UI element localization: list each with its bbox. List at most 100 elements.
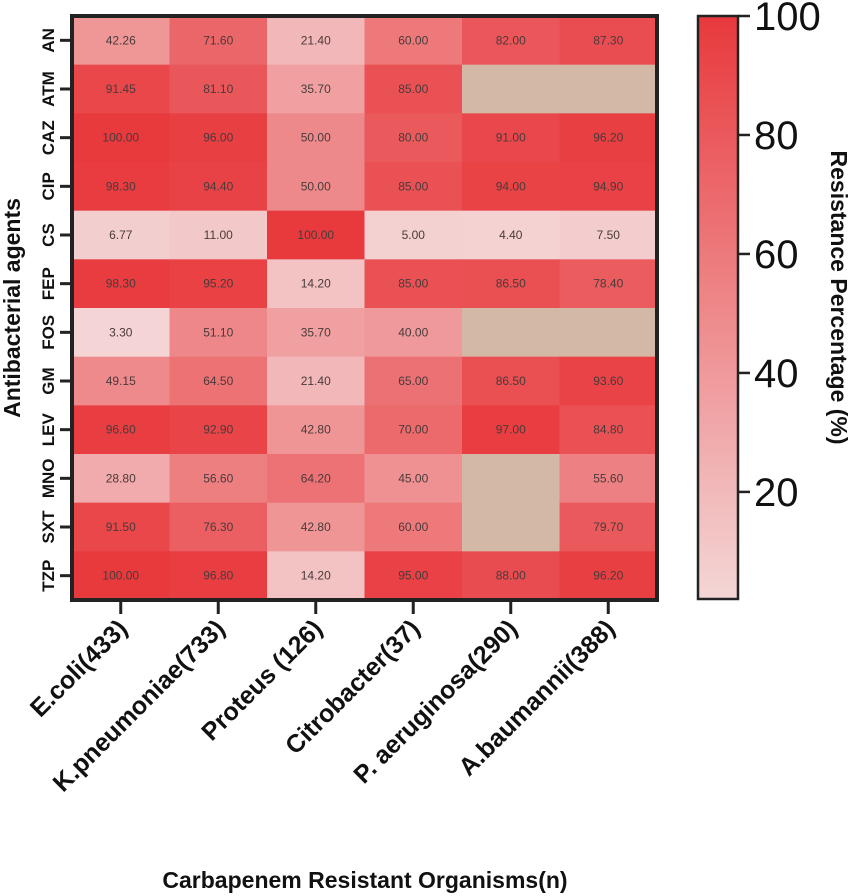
heatmap-cell [462, 210, 560, 260]
heatmap-cell-labels: 42.26 71.60 21.40 60.00 82.00 87.30 91.45 81.10… [102, 33, 623, 582]
cell-value-label: 85.00 [398, 277, 428, 291]
heatmap-cell [559, 551, 658, 601]
cell-value-label: 14.20 [301, 277, 331, 291]
cell-value-label: 91.50 [106, 520, 136, 534]
heatmap-cell [462, 405, 560, 455]
y-tick-label: GM [39, 367, 58, 394]
heatmap-cell [267, 502, 365, 552]
colorbar-gradient [696, 14, 740, 601]
cell-value-label: 4.40 [499, 228, 523, 242]
heatmap-cell [267, 113, 365, 163]
heatmap-cell [364, 454, 463, 504]
cell-value-label: 84.80 [593, 423, 623, 437]
y-tick-label: TZP [39, 560, 58, 592]
heatmap-cell [559, 454, 658, 504]
colorbar-tick-label: 100 [754, 0, 821, 39]
heatmap-cell [267, 405, 365, 455]
cell-value-label: 100.00 [102, 569, 139, 583]
cell-value-label: 60.00 [398, 33, 428, 47]
heatmap-cell [559, 210, 658, 260]
heatmap-cell [267, 551, 365, 601]
cell-value-label: 35.70 [301, 82, 331, 96]
heatmap-cell [364, 259, 463, 309]
heatmap-cell [267, 210, 365, 260]
cell-value-label: 96.20 [593, 569, 623, 583]
cell-value-label: 42.26 [106, 33, 136, 47]
heatmap-cell [267, 259, 365, 309]
heatmap-cell [462, 16, 560, 66]
heatmap-cell [364, 308, 463, 358]
heatmap-cell [559, 405, 658, 455]
cell-value-label: 94.90 [593, 179, 623, 193]
cell-value-label: 97.00 [496, 423, 526, 437]
x-axis-ticks: E.coli(433)K.pneumoniae(733)Proteus (126… [25, 602, 620, 797]
heatmap-cell [72, 308, 170, 358]
cell-value-label: 91.00 [496, 131, 526, 145]
heatmap-cell [364, 551, 463, 601]
heatmap-cell [72, 405, 170, 455]
y-tick-label: SXT [39, 510, 58, 544]
heatmap-cell [559, 162, 658, 212]
heatmap-cell-missing [559, 308, 658, 358]
cell-value-label: 78.40 [593, 277, 623, 291]
cell-value-label: 11.00 [204, 228, 233, 242]
heatmap-cell [462, 551, 560, 601]
heatmap-cell [462, 259, 560, 309]
heatmap-cell [364, 356, 463, 406]
x-axis-title: Carbapenem Resistant Organisms(n) [162, 867, 567, 893]
cell-value-label: 7.50 [597, 228, 621, 242]
y-tick-label: ATM [39, 71, 58, 107]
y-tick-label: AN [39, 28, 58, 53]
cell-value-label: 28.80 [106, 471, 136, 485]
cell-value-label: 42.80 [301, 520, 331, 534]
cell-value-label: 91.45 [106, 82, 136, 96]
cell-value-label: 49.15 [106, 374, 136, 388]
heatmap-cell [169, 259, 268, 309]
cell-value-label: 86.50 [496, 374, 526, 388]
cell-value-label: 100.00 [102, 131, 139, 145]
cell-value-label: 95.00 [398, 569, 428, 583]
heatmap-cell [169, 502, 268, 552]
heatmap-cell [364, 405, 463, 455]
cell-value-label: 86.50 [496, 277, 526, 291]
heatmap-cell [169, 308, 268, 358]
cell-value-label: 87.30 [593, 33, 623, 47]
cell-value-label: 93.60 [593, 374, 623, 388]
cell-value-label: 92.90 [203, 423, 233, 437]
heatmap-cell [267, 162, 365, 212]
heatmap-cell [169, 64, 268, 114]
heatmap-cell-missing [462, 308, 560, 358]
heatmap-cell [559, 113, 658, 163]
cell-value-label: 71.60 [203, 33, 233, 47]
heatmap-cell [72, 64, 170, 114]
cell-value-label: 82.00 [496, 33, 526, 47]
y-tick-label: FEP [39, 267, 58, 300]
cell-value-label: 79.70 [593, 520, 623, 534]
cell-value-label: 98.30 [106, 277, 136, 291]
x-tick-label: P. aeruginosa(290) [348, 614, 523, 789]
cell-value-label: 70.00 [398, 423, 428, 437]
cell-value-label: 45.00 [398, 471, 428, 485]
cell-value-label: 96.00 [203, 131, 233, 145]
cell-value-label: 64.20 [301, 471, 331, 485]
heatmap-cell [364, 16, 463, 66]
heatmap-cell [364, 502, 463, 552]
cell-value-label: 50.00 [301, 131, 331, 145]
heatmap-cell [364, 210, 463, 260]
cell-value-label: 21.40 [301, 33, 331, 47]
cell-value-label: 60.00 [398, 520, 428, 534]
cell-value-label: 80.00 [398, 131, 428, 145]
cell-value-label: 76.30 [203, 520, 233, 534]
cell-value-label: 96.20 [593, 131, 623, 145]
heatmap-cell [267, 356, 365, 406]
heatmap-cell [169, 162, 268, 212]
heatmap-cell [169, 454, 268, 504]
y-tick-label: FOS [39, 315, 58, 350]
cell-value-label: 3.30 [109, 325, 133, 339]
plot-frame [70, 14, 659, 602]
y-tick-label: MNO [39, 458, 58, 498]
y-tick-label: LEV [39, 412, 58, 446]
heatmap-cell [72, 454, 170, 504]
heatmap-cell-missing [462, 64, 560, 114]
